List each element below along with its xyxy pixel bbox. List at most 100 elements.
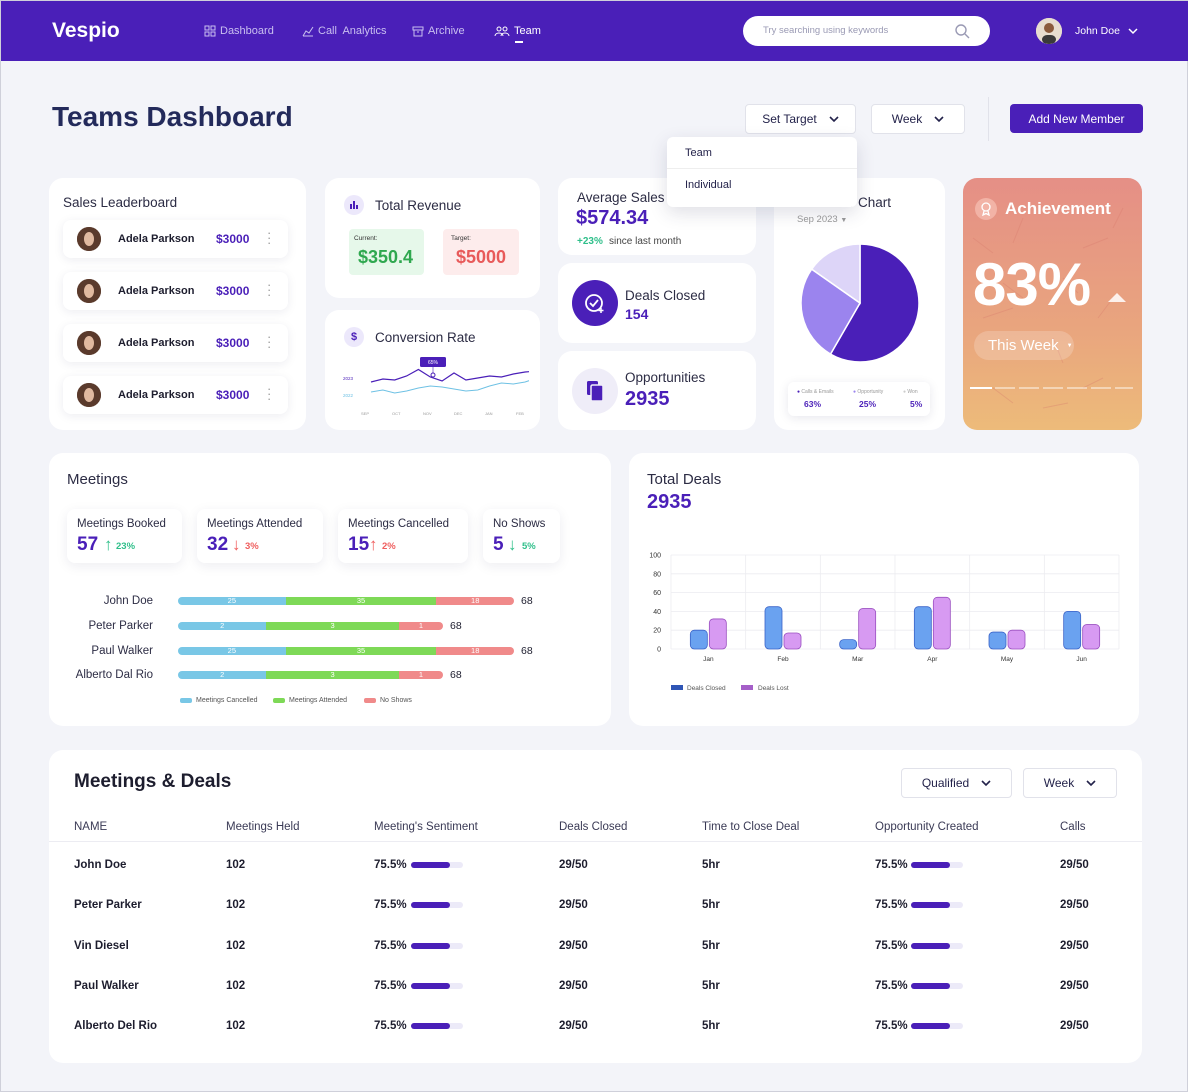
leaderboard-row[interactable]: Adela Parkson $3000 · · ·: [63, 324, 288, 362]
cell-deals: 29/50: [559, 979, 588, 992]
cell-sentiment: 75.5%: [374, 939, 407, 952]
bar-deals-closed[interactable]: [988, 631, 1007, 650]
table-row[interactable]: [49, 928, 1142, 966]
stat-percent: 3%: [245, 541, 259, 552]
stat-meetings-cancelled: Meetings Cancelled 15 ↑ 2%: [338, 509, 468, 563]
pie-legend: ● Calls & Emails 63% ● Opportunity 25% ●…: [788, 382, 930, 416]
stat-meetings-attended: Meetings Attended 32 ↓ 3%: [197, 509, 323, 563]
cell-held: 102: [226, 859, 246, 871]
cell-opp: 75.5%: [875, 859, 908, 871]
bar-deals-closed[interactable]: [764, 606, 783, 650]
progress-bar: [411, 902, 463, 909]
nav-archive[interactable]: Archive: [412, 25, 465, 37]
achievement-period-dropdown[interactable]: This Week ▼: [974, 331, 1074, 360]
revenue-target-value: $5000: [456, 247, 507, 267]
stat-label: Meetings Cancelled: [348, 518, 450, 530]
bar-total: 68: [450, 620, 462, 632]
column-header-opportunity-created[interactable]: Opportunity Created: [875, 821, 979, 833]
progress-bar: [411, 942, 463, 949]
legend-label-text: Won: [907, 389, 918, 395]
progress-bar: [911, 902, 963, 909]
menu-item-team[interactable]: Team: [685, 147, 712, 159]
column-header-deals-closed[interactable]: Deals Closed: [559, 821, 628, 833]
cell-held: 102: [226, 979, 246, 992]
stat-meetings-booked: Meetings Booked 57 ↑ 23%: [67, 509, 182, 563]
bar-deals-lost[interactable]: [783, 632, 802, 650]
column-header-time-to-close[interactable]: Time to Close Deal: [702, 821, 800, 833]
column-header-meetings-held[interactable]: Meetings Held: [226, 821, 300, 833]
pie-slice[interactable]: [810, 243, 861, 305]
person-name: Peter Parker: [88, 620, 153, 632]
bar-segment-no-shows: 1: [398, 671, 443, 679]
legend-swatch-deals-lost: [741, 685, 753, 690]
cell-name: Paul Walker: [74, 979, 139, 992]
avatar: [77, 383, 101, 407]
leaderboard-row[interactable]: Adela Parkson $3000 · · ·: [63, 376, 288, 414]
leaderboard-row[interactable]: Adela Parkson $3000 · · ·: [63, 220, 288, 258]
table-row[interactable]: [49, 887, 1142, 925]
pie-slice[interactable]: [800, 268, 861, 356]
bar-total: 68: [521, 595, 533, 607]
more-options-icon[interactable]: · · ·: [267, 225, 272, 250]
more-options-icon[interactable]: · · ·: [267, 277, 272, 302]
arrow-down-icon: ↓: [508, 535, 517, 554]
bar-deals-lost[interactable]: [1007, 629, 1026, 650]
leaderboard-row[interactable]: Adela Parkson $3000 · · ·: [63, 272, 288, 310]
menu-divider: [667, 168, 857, 169]
nav-dashboard[interactable]: Dashboard: [204, 25, 274, 37]
app-logo[interactable]: Vespio: [52, 19, 120, 42]
set-target-dropdown[interactable]: Set Target: [745, 104, 856, 134]
leaderboard-title: Sales Leaderboard: [63, 195, 178, 210]
search-icon[interactable]: [954, 23, 970, 39]
stat-percent: 23%: [116, 541, 136, 552]
more-options-icon[interactable]: · · ·: [267, 381, 272, 406]
document-icon: [572, 368, 618, 414]
award-icon: [975, 198, 997, 220]
pie-period-dropdown[interactable]: Sep 2023 ▼: [797, 214, 847, 225]
bar-deals-lost[interactable]: [858, 608, 877, 650]
person-name: Alberto Dal Rio: [75, 669, 153, 681]
conversion-rate-card: $ Conversion Rate 2023 2022 65% SEP OCT NO…: [325, 310, 540, 430]
chevron-down-icon[interactable]: [1128, 27, 1138, 35]
search-input[interactable]: Try searching using keywords: [763, 25, 889, 36]
chevron-down-icon: [981, 780, 991, 787]
table-row[interactable]: [49, 1008, 1142, 1046]
pie-slice[interactable]: [829, 243, 920, 363]
more-options-icon[interactable]: · · ·: [267, 329, 272, 354]
month-label: JAN: [485, 411, 493, 416]
cell-sentiment: 75.5%: [374, 1020, 407, 1033]
team-pie-card: Team Pie Chart Sep 2023 ▼ ● Calls & Emai…: [774, 178, 945, 430]
bar-deals-closed[interactable]: [1063, 611, 1082, 650]
add-new-member-button[interactable]: Add New Member: [1010, 104, 1143, 133]
bar-deals-lost[interactable]: [932, 596, 951, 650]
nav-team[interactable]: Team: [494, 25, 541, 37]
month-label: FEB: [516, 411, 524, 416]
week-dropdown[interactable]: Week: [871, 104, 965, 134]
menu-item-individual[interactable]: Individual: [685, 179, 732, 191]
user-name[interactable]: John Doe: [1075, 25, 1120, 37]
table-row[interactable]: [49, 968, 1142, 1006]
bar-deals-closed[interactable]: [913, 606, 932, 650]
user-avatar[interactable]: [1036, 18, 1062, 44]
month-label: DEC: [454, 411, 463, 416]
table-row[interactable]: [49, 847, 1142, 885]
x-tick-label: Feb: [777, 656, 789, 663]
table-week-dropdown[interactable]: Week: [1023, 768, 1117, 798]
column-header-name[interactable]: NAME: [74, 821, 108, 833]
series-2023-line: [370, 368, 529, 383]
column-header-calls[interactable]: Calls: [1060, 821, 1086, 833]
bar-deals-closed[interactable]: [689, 629, 708, 650]
legend-swatch: [273, 698, 285, 703]
legend-label: ● Opportunity: [853, 389, 884, 395]
users-icon: [494, 26, 510, 37]
bar-deals-closed[interactable]: [839, 639, 858, 650]
cell-calls: 29/50: [1060, 939, 1089, 952]
bar-segment-no-shows: 18: [436, 647, 514, 655]
nav-call-analytics[interactable]: Call Analytics: [302, 25, 386, 37]
bar-deals-lost[interactable]: [708, 618, 727, 650]
bar-deals-lost[interactable]: [1082, 624, 1101, 650]
search-bar[interactable]: Try searching using keywords: [743, 16, 990, 46]
qualified-dropdown[interactable]: Qualified: [901, 768, 1012, 798]
column-header-sentiment[interactable]: Meeting's Sentiment: [374, 821, 478, 833]
stat-value: 15: [348, 534, 370, 555]
